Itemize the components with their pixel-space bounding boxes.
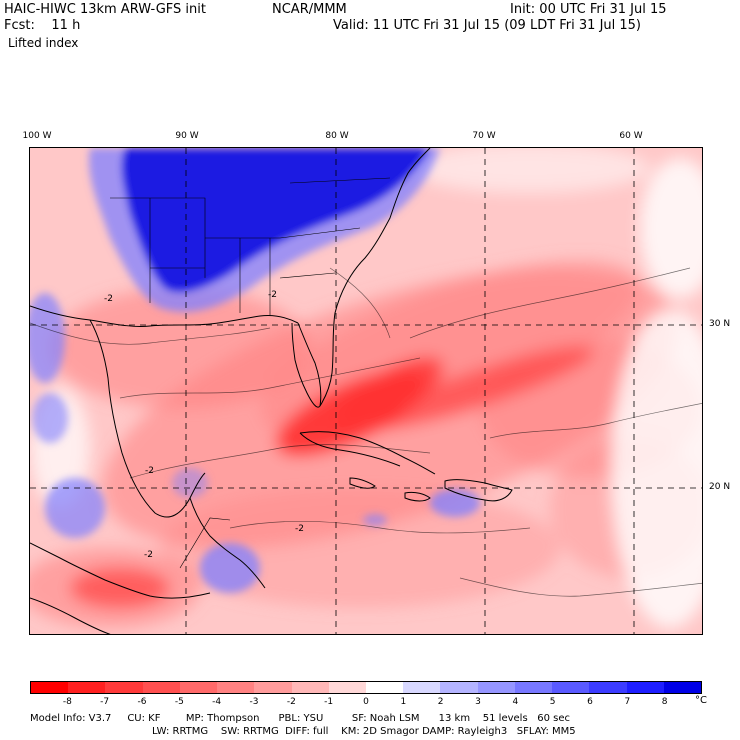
colorbar-label: 2	[437, 697, 444, 707]
lon-label-60w: 60 W	[619, 131, 643, 141]
lon-label-90w: 90 W	[175, 131, 199, 141]
colorbar-swatch	[403, 682, 441, 693]
lat-label-30n: 30 N	[709, 319, 731, 329]
contour-label: -2	[145, 466, 154, 476]
colorbar-swatch	[105, 682, 143, 693]
colorbar-label: -2	[286, 697, 296, 707]
footer-physics-info: LW: RRTMG SW: RRTMG DIFF: full KM: 2D Sm…	[152, 726, 576, 737]
colorbar-label: -4	[212, 697, 222, 707]
colorbar-label: 8	[661, 697, 668, 707]
colorbar-swatch	[31, 682, 69, 693]
colorbar-swatch	[217, 682, 255, 693]
colorbar-label: 7	[624, 697, 631, 707]
contour-label: -2	[268, 290, 277, 300]
contour-lines	[30, 267, 702, 597]
colorbar-label: 5	[549, 697, 556, 707]
colorbar-swatch	[663, 682, 701, 693]
colorbar-swatch	[440, 682, 478, 693]
colorbar-label: -7	[100, 697, 110, 707]
colorbar-swatch	[291, 682, 329, 693]
center-label: NCAR/MMM	[272, 2, 347, 17]
colorbar-label: -8	[62, 697, 72, 707]
colorbar-label: -5	[174, 697, 184, 707]
colorbar-label: 1	[400, 697, 407, 707]
contour-label: -2	[104, 294, 113, 304]
colorbar-swatch	[589, 682, 627, 693]
model-title: HAIC-HIWC 13km ARW-GFS init	[4, 2, 206, 17]
colorbar-label: 4	[512, 697, 519, 707]
positive-field	[30, 148, 480, 593]
colorbar-label: 6	[587, 697, 593, 707]
colorbar-swatch	[179, 682, 218, 693]
colorbar-swatch	[514, 682, 553, 693]
lat-lon-grid	[30, 148, 702, 634]
colorbar-swatch	[626, 682, 664, 693]
colorbar-swatch	[142, 682, 180, 693]
colorbar-swatch	[254, 682, 292, 693]
colorbar-swatch	[328, 682, 366, 693]
colorbar-swatch	[477, 682, 515, 693]
contour-label: -2	[295, 524, 304, 534]
colorbar-label: -6	[137, 697, 147, 707]
lon-label-100w: 100 W	[22, 131, 52, 141]
colorbar	[30, 681, 702, 694]
init-time: Init: 00 UTC Fri 31 Jul 15	[510, 2, 667, 17]
valid-time: Valid: 11 UTC Fri 31 Jul 15 (09 LDT Fri …	[333, 18, 642, 33]
colorbar-unit: °C	[695, 695, 707, 706]
map-canvas: -2 -2 -2 -2 -2	[30, 148, 702, 634]
field-name: Lifted index	[8, 36, 79, 50]
colorbar-swatch	[552, 682, 590, 693]
forecast-hour: Fcst: 11 h	[4, 18, 81, 33]
colorbar-label: 3	[475, 697, 481, 707]
footer-model-info: Model Info: V3.7 CU: KF MP: Thompson PBL…	[30, 713, 570, 724]
state-borders	[110, 177, 391, 569]
colorbar-swatch	[68, 682, 106, 693]
lon-label-70w: 70 W	[472, 131, 496, 141]
lon-label-80w: 80 W	[325, 131, 349, 141]
lat-label-20n: 20 N	[709, 482, 731, 492]
colorbar-label: 0	[363, 697, 369, 707]
colorbar-label: -3	[249, 697, 259, 707]
lifted-index-map: -2 -2 -2 -2 -2	[29, 147, 703, 635]
contour-label: -2	[144, 550, 153, 560]
colorbar-swatch	[365, 682, 404, 693]
colorbar-label: -1	[324, 697, 334, 707]
coastlines	[30, 148, 513, 634]
